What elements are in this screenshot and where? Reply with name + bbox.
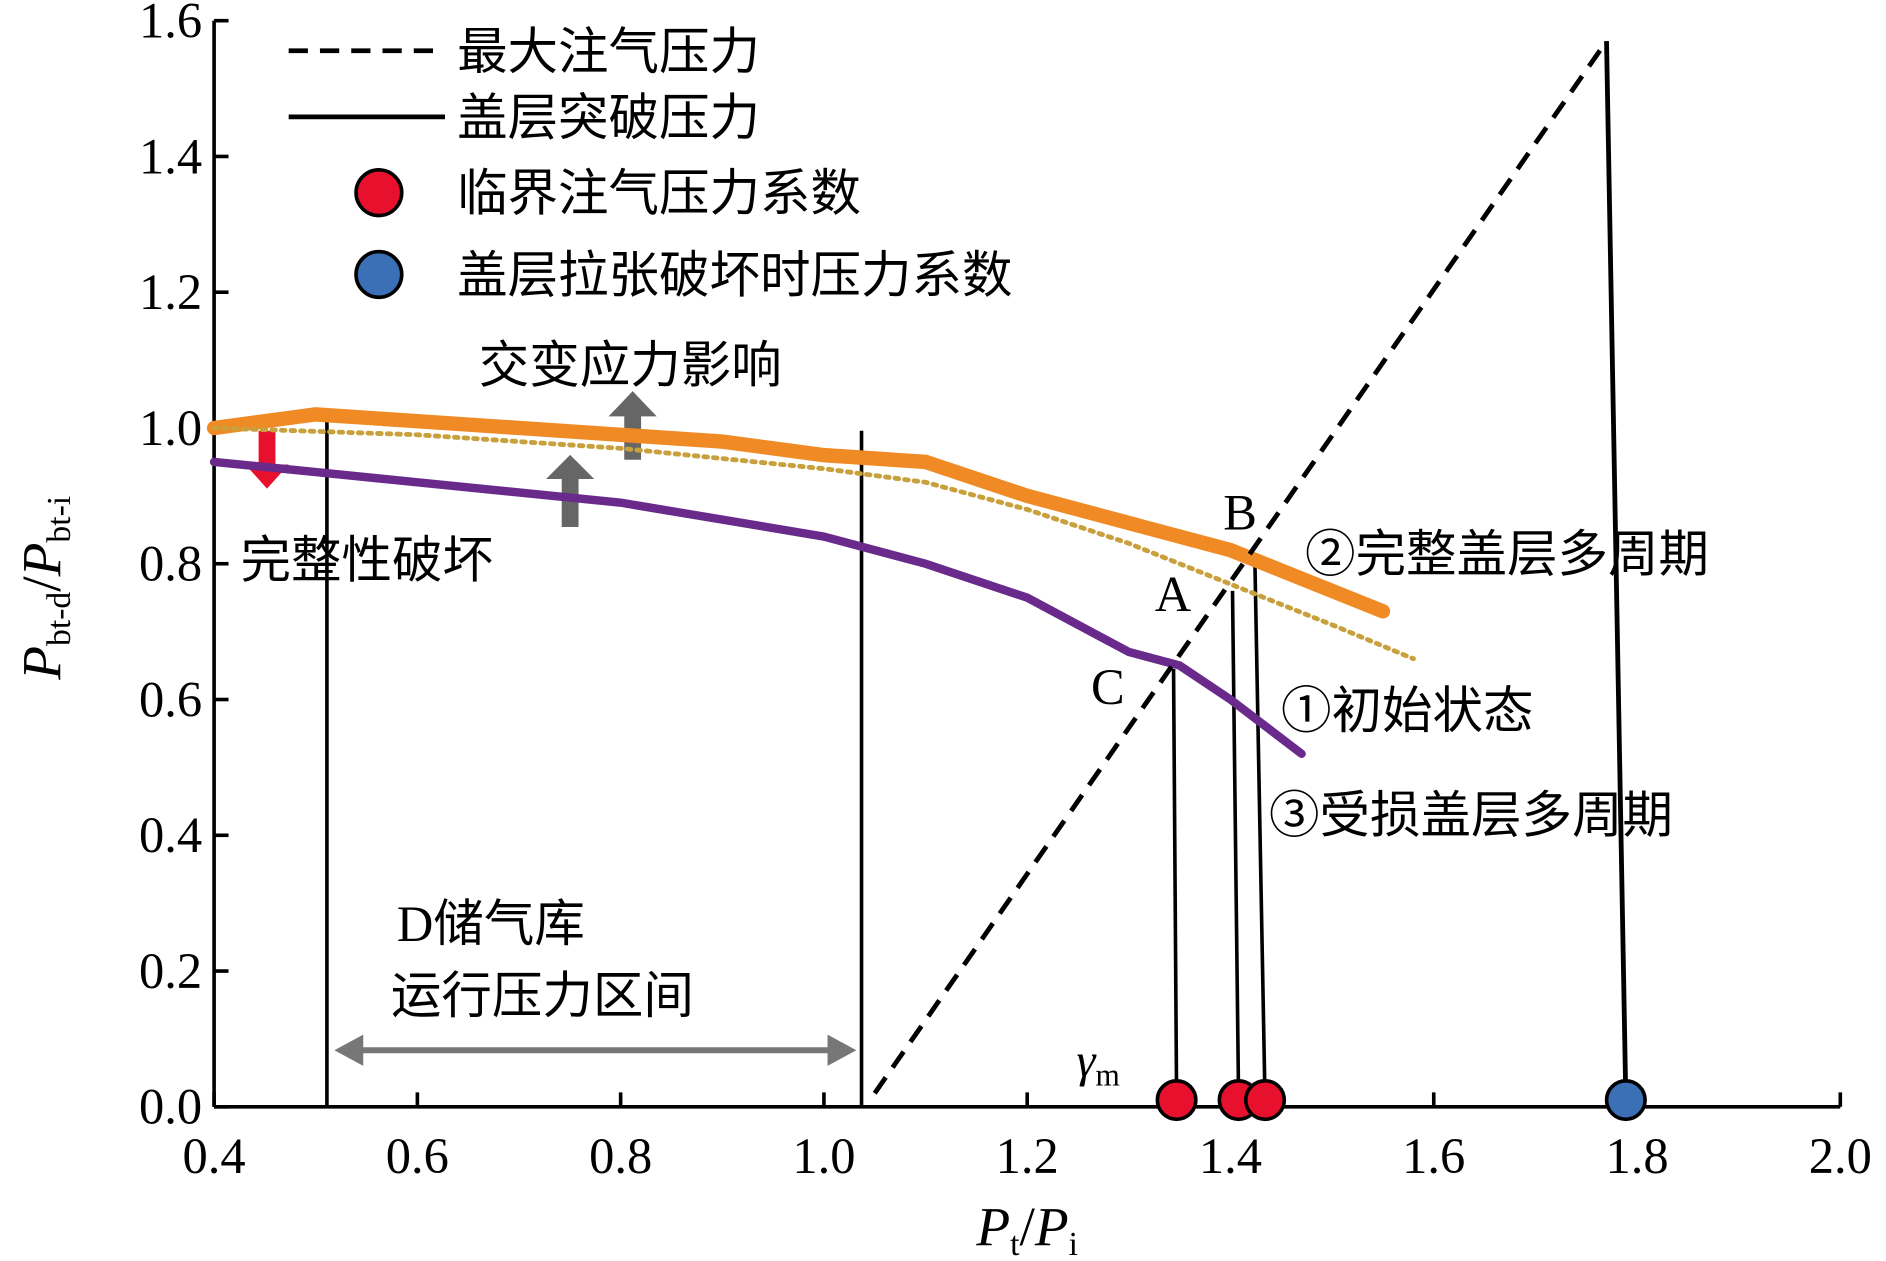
label-part: /	[1020, 1196, 1036, 1257]
down-arrow	[245, 430, 289, 489]
y-tick-label: 1.4	[139, 128, 202, 184]
reference-line	[1253, 559, 1267, 1101]
legend-label: 最大注气压力	[457, 24, 760, 80]
point	[1155, 1078, 1198, 1122]
x-label: Pt/Pi	[975, 1196, 1078, 1261]
y-tick-label: 1.0	[139, 400, 202, 456]
curve	[206, 407, 1391, 619]
label-part: P	[11, 543, 72, 578]
y-label: Pbt-d/Pbt-i	[11, 496, 78, 681]
y-tick-label: 0.2	[139, 943, 202, 999]
series-line	[1604, 40, 1629, 1101]
label-part: t	[1010, 1226, 1020, 1261]
legend-swatch	[354, 249, 404, 300]
y-tick-label: 0.0	[139, 1079, 202, 1135]
gamma-label: γm	[1077, 1035, 1120, 1093]
up-arrow	[546, 454, 595, 528]
label-part: P	[11, 646, 72, 681]
up-arrow	[608, 391, 657, 460]
annotation: A	[1155, 566, 1192, 622]
y-tick-label: 0.8	[139, 536, 202, 592]
label-part: bt-i	[41, 496, 78, 543]
annotation: 完整性破坏	[241, 533, 494, 589]
y-tick-label: 1.2	[139, 264, 202, 320]
annotation: B	[1223, 484, 1257, 540]
label-part: P	[975, 1196, 1010, 1257]
x-tick-label: 0.8	[589, 1128, 652, 1184]
decorations	[245, 391, 857, 1066]
legend-swatch	[354, 168, 404, 218]
y-tick-label: 1.6	[139, 0, 202, 49]
label-part: i	[1069, 1226, 1078, 1261]
annotation: 交变应力影响	[479, 338, 782, 394]
x-tick-label: 0.6	[386, 1128, 449, 1184]
label-part: γ	[1077, 1035, 1098, 1088]
legend-label: 盖层拉张破坏时压力系数	[457, 248, 1013, 304]
label-part: bt-d	[41, 592, 78, 646]
x-tick-label: 1.8	[1605, 1128, 1668, 1184]
arrow-head	[334, 1034, 364, 1066]
x-tick-label: 0.4	[183, 1128, 246, 1184]
arrow-head	[827, 1034, 857, 1066]
curve-label: ①初始状态	[1281, 683, 1534, 739]
x-tick-label: 1.2	[996, 1128, 1059, 1184]
x-tick-label: 1.0	[792, 1128, 855, 1184]
curve-label: ③受损盖层多周期	[1269, 788, 1673, 844]
point	[1604, 1078, 1647, 1122]
label-part: /	[11, 576, 72, 592]
annotation: D储气库	[397, 896, 585, 952]
annotation: C	[1091, 659, 1125, 715]
series-line	[872, 39, 1609, 1095]
annotation: 运行压力区间	[391, 968, 694, 1024]
curve	[211, 425, 1416, 662]
legend-label: 盖层突破压力	[457, 90, 760, 146]
y-tick-label: 0.6	[139, 671, 202, 727]
x-tick-label: 2.0	[1809, 1128, 1872, 1184]
legend-label: 临界注气压力系数	[457, 166, 861, 222]
x-tick-label: 1.4	[1199, 1128, 1262, 1184]
label-part: P	[1034, 1196, 1069, 1257]
point	[1243, 1078, 1287, 1122]
reference-line	[1230, 590, 1241, 1101]
y-tick-label: 0.4	[139, 807, 202, 863]
curve-label: ②完整盖层多周期	[1305, 527, 1709, 583]
x-tick-label: 1.6	[1402, 1128, 1465, 1184]
reference-line	[1171, 668, 1179, 1101]
label-part: m	[1095, 1058, 1119, 1093]
curve	[209, 457, 1306, 759]
